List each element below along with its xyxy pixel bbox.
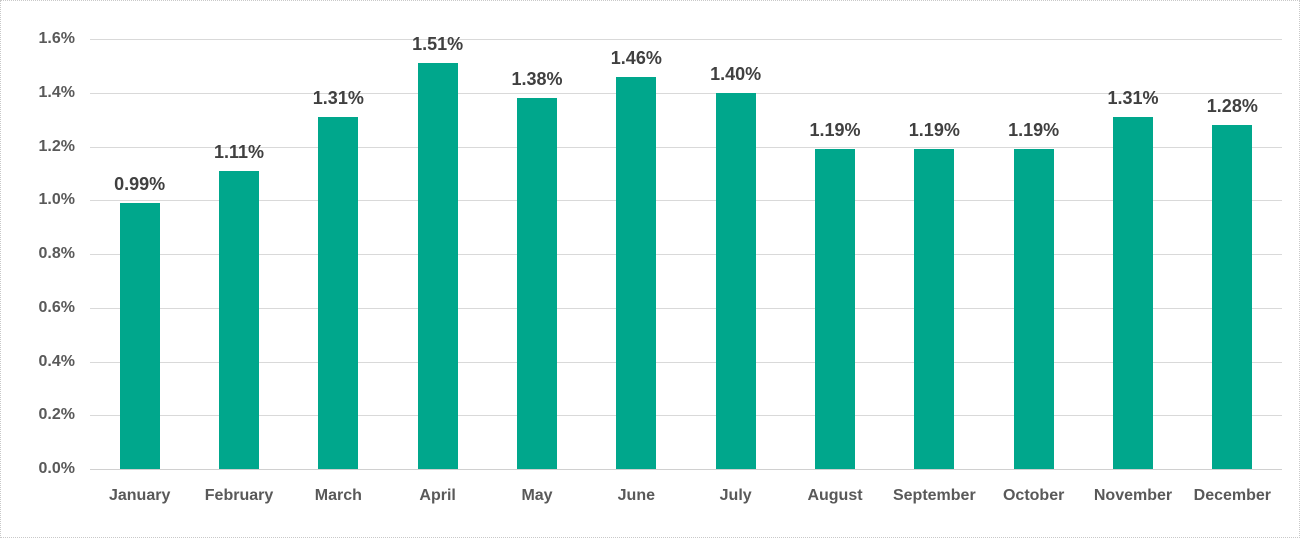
- bar-july: [715, 92, 756, 469]
- data-label: 1.19%: [809, 120, 861, 141]
- x-axis-tick-label: July: [719, 487, 752, 504]
- data-label: 1.31%: [312, 87, 364, 108]
- gridline: [90, 254, 1282, 255]
- bar-february: [219, 170, 259, 469]
- bar-october: [1013, 149, 1054, 469]
- gridline: [90, 415, 1282, 417]
- x-axis-tick-label: September: [892, 487, 976, 504]
- x-axis-tick-label: December: [1193, 487, 1272, 504]
- data-label: 1.19%: [1008, 120, 1060, 141]
- bar-may: [517, 98, 557, 469]
- bar-december: [1212, 125, 1253, 469]
- gridline: [90, 307, 1282, 309]
- y-axis-tick-label: 0.0%: [38, 460, 75, 477]
- x-axis-line: [90, 469, 1282, 470]
- x-axis-tick-label: May: [521, 487, 553, 504]
- x-axis-tick-label: November: [1093, 487, 1173, 504]
- data-label: 0.99%: [114, 173, 166, 194]
- gridline: [90, 200, 1282, 202]
- x-axis-tick-label: March: [314, 487, 362, 504]
- data-label: 1.19%: [908, 120, 960, 141]
- gridline: [90, 361, 1282, 363]
- x-axis-tick-label: October: [1002, 487, 1065, 504]
- x-axis-tick-label: January: [108, 487, 171, 504]
- bar-august: [815, 149, 855, 469]
- y-axis-tick-label: 0.8%: [38, 245, 75, 262]
- data-label: 1.38%: [511, 69, 563, 90]
- data-label: 1.46%: [610, 47, 662, 68]
- data-label: 1.28%: [1206, 96, 1258, 116]
- data-label: 1.31%: [1107, 87, 1159, 108]
- y-axis-tick-label: 0.2%: [38, 406, 75, 424]
- bar-march: [318, 116, 359, 469]
- data-label: 1.40%: [710, 63, 762, 84]
- gridline: [90, 146, 1282, 148]
- x-axis-tick-label: February: [204, 487, 274, 504]
- x-axis-tick-label: August: [807, 487, 863, 504]
- bar-january: [119, 202, 160, 469]
- y-axis-tick-label: 1.4%: [38, 83, 75, 101]
- x-axis-tick-label: April: [419, 487, 456, 504]
- bar-june: [616, 76, 657, 469]
- bar-april: [417, 63, 458, 469]
- x-axis-tick-label: June: [617, 487, 655, 504]
- data-label: 1.11%: [213, 141, 265, 162]
- data-label: 1.51%: [412, 34, 464, 55]
- bar-september: [914, 149, 955, 469]
- gridline: [90, 39, 1282, 40]
- gridline: [90, 92, 1282, 94]
- y-axis-tick-label: 1.2%: [38, 137, 75, 155]
- y-axis-tick-label: 0.4%: [38, 352, 75, 370]
- bar-november: [1113, 116, 1153, 469]
- y-axis-tick-label: 0.6%: [38, 298, 75, 316]
- y-axis-tick-label: 1.6%: [38, 30, 75, 47]
- y-axis-tick-label: 1.0%: [38, 191, 75, 209]
